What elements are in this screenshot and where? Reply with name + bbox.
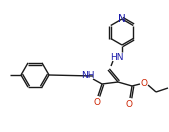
Text: N: N <box>118 14 126 24</box>
Text: O: O <box>93 98 101 107</box>
Text: O: O <box>126 100 132 109</box>
Text: HN: HN <box>110 53 124 62</box>
Text: O: O <box>140 79 148 88</box>
Text: NH: NH <box>81 72 95 81</box>
